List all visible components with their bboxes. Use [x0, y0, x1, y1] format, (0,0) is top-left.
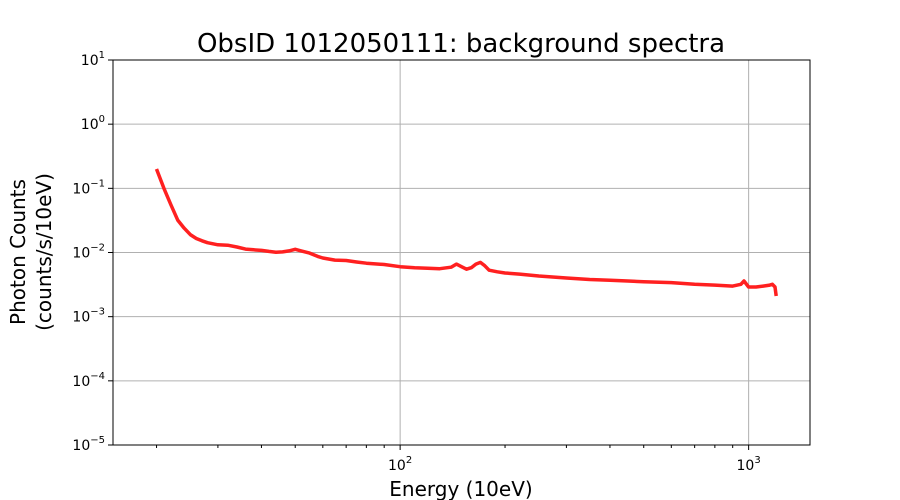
- chart-title: ObsID 1012050111: background spectra: [197, 29, 725, 59]
- y-tick-label: 10−1: [72, 178, 105, 197]
- x-axis-ticks: 102 103: [156, 445, 761, 474]
- y-tick-label: 10−4: [72, 371, 105, 390]
- y-tick-label: 10−2: [72, 243, 105, 262]
- series-layer: [154, 168, 778, 297]
- x-tick-label: 103: [737, 455, 761, 474]
- grid: [113, 59, 810, 446]
- y-tick-label: 100: [81, 114, 105, 133]
- y-axis-label-line1: Photon Counts: [6, 179, 30, 325]
- y-tick-label: 10−5: [72, 435, 105, 454]
- x-tick-label: 102: [388, 455, 412, 474]
- y-axis-label-line2: (counts/s/10eV): [32, 173, 56, 331]
- y-tick-label: 101: [81, 50, 105, 69]
- x-axis-label: Energy (10eV): [389, 477, 532, 500]
- y-tick-label: 10−3: [72, 307, 105, 326]
- series-line-0: [154, 168, 778, 297]
- y-axis-ticks: 101 100 10−1 10−2 10−3 10−4 10−5: [72, 50, 113, 454]
